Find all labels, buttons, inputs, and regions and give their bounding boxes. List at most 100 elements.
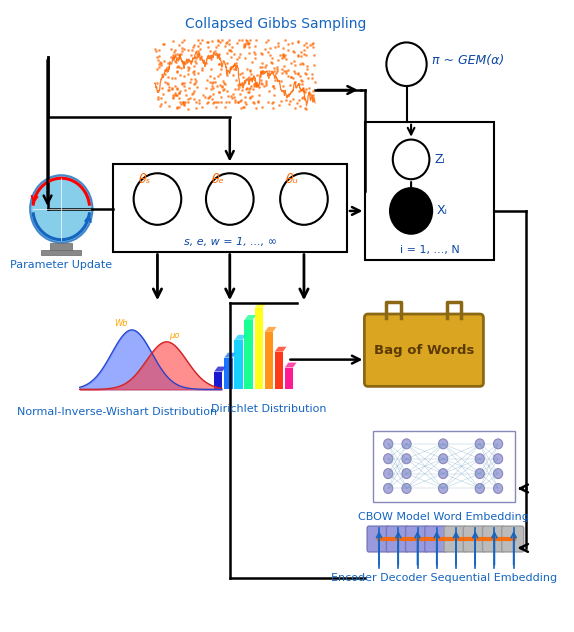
Point — [161, 76, 170, 87]
Point — [228, 70, 238, 80]
Point — [240, 92, 249, 102]
Point — [277, 64, 286, 75]
Point — [226, 90, 235, 100]
Point — [250, 47, 259, 58]
Point — [208, 83, 218, 93]
Text: Zᵢ: Zᵢ — [435, 153, 445, 166]
Point — [184, 104, 193, 114]
Point — [259, 82, 268, 92]
Point — [230, 59, 239, 70]
Point — [168, 50, 177, 60]
Point — [245, 87, 254, 97]
Point — [177, 37, 187, 47]
Polygon shape — [285, 363, 297, 368]
Point — [216, 37, 225, 47]
Point — [208, 77, 217, 87]
Point — [298, 92, 308, 102]
Point — [189, 61, 199, 71]
Point — [249, 81, 258, 91]
Point — [246, 35, 255, 46]
Point — [203, 75, 212, 85]
Point — [161, 64, 170, 75]
Point — [188, 42, 197, 52]
Point — [191, 52, 200, 63]
Point — [273, 66, 282, 76]
Point — [171, 56, 180, 66]
Point — [216, 92, 225, 102]
Point — [170, 45, 180, 55]
Point — [220, 40, 230, 51]
Point — [179, 35, 188, 46]
Point — [307, 39, 316, 49]
Point — [159, 39, 168, 49]
Point — [192, 58, 201, 68]
Point — [195, 98, 204, 108]
Bar — [285, 368, 293, 389]
Point — [245, 48, 254, 58]
Point — [179, 80, 188, 90]
Point — [234, 79, 243, 89]
Point — [295, 59, 304, 69]
Point — [187, 51, 196, 61]
Point — [211, 46, 220, 56]
Point — [294, 87, 303, 97]
Point — [310, 60, 319, 70]
Point — [217, 81, 226, 91]
Point — [251, 102, 261, 112]
Point — [197, 64, 206, 75]
Point — [294, 95, 304, 105]
Point — [257, 102, 266, 112]
Point — [284, 71, 293, 81]
Point — [293, 37, 302, 47]
Point — [239, 102, 249, 112]
Point — [243, 38, 253, 48]
Point — [297, 47, 306, 58]
Point — [201, 58, 211, 68]
Bar — [265, 332, 273, 389]
Point — [199, 90, 208, 100]
Point — [262, 37, 271, 47]
Text: μo: μo — [169, 331, 179, 340]
Point — [172, 67, 181, 77]
Point — [242, 64, 251, 74]
Circle shape — [439, 483, 448, 494]
Point — [250, 52, 259, 63]
Point — [183, 97, 192, 107]
Point — [207, 36, 216, 46]
Point — [168, 84, 177, 94]
Point — [251, 35, 261, 45]
Point — [297, 51, 306, 61]
Point — [269, 82, 278, 92]
Point — [290, 68, 300, 78]
Point — [228, 89, 238, 99]
Point — [214, 35, 223, 46]
Point — [263, 35, 273, 45]
Point — [204, 97, 213, 107]
Circle shape — [383, 483, 393, 494]
Bar — [214, 372, 223, 389]
Circle shape — [402, 483, 411, 494]
Point — [174, 50, 184, 60]
Text: Normal-Inverse-Wishart Distribution: Normal-Inverse-Wishart Distribution — [17, 407, 218, 417]
Point — [192, 97, 201, 107]
Point — [251, 41, 260, 51]
Point — [156, 93, 165, 103]
Point — [216, 97, 226, 107]
Point — [223, 86, 232, 96]
Point — [167, 73, 176, 83]
Point — [172, 83, 181, 94]
Point — [249, 99, 258, 109]
Point — [273, 38, 282, 48]
FancyBboxPatch shape — [463, 526, 485, 552]
Point — [302, 50, 311, 60]
Point — [156, 60, 165, 70]
Point — [300, 87, 309, 97]
Point — [223, 48, 232, 58]
Point — [302, 39, 311, 49]
Text: Xᵢ: Xᵢ — [437, 204, 448, 217]
Polygon shape — [265, 327, 277, 332]
Bar — [373, 431, 514, 502]
Point — [164, 85, 173, 95]
Point — [197, 35, 207, 46]
Point — [228, 93, 237, 103]
